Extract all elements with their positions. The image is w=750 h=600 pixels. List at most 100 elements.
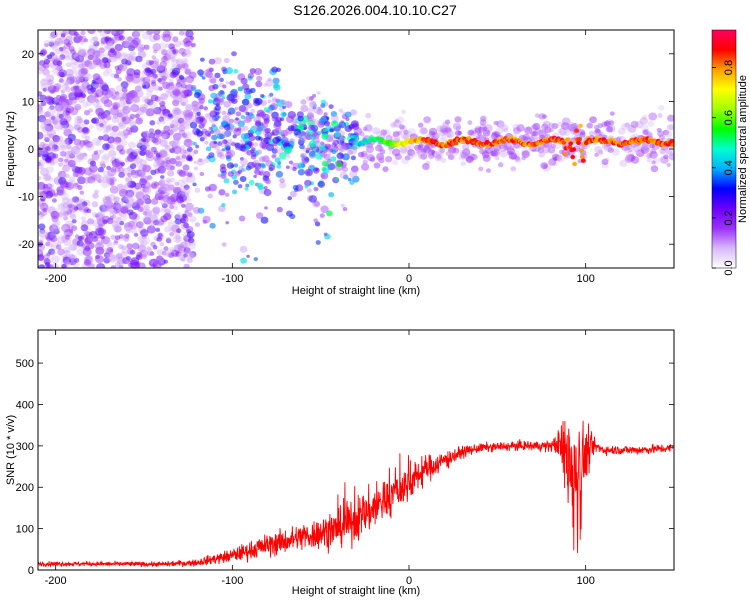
spectrogram-cell	[52, 213, 57, 218]
spectrogram-cell	[87, 48, 96, 56]
spectrogram-cell	[90, 174, 98, 181]
spectrogram-cell	[399, 146, 408, 154]
spectrogram-cell	[40, 119, 47, 125]
spectrogram-cell	[220, 172, 225, 177]
spectrogram-cell	[262, 155, 270, 163]
spectrogram-cell	[115, 52, 125, 61]
spectrogram-cell	[50, 211, 60, 220]
spectrogram-cell	[100, 96, 109, 104]
spectrogram-cell	[112, 30, 121, 35]
spectrogram-cell	[328, 192, 335, 198]
spectrogram-cell	[444, 119, 451, 125]
spectrogram-cell	[80, 78, 85, 83]
spectrogram-cell	[134, 89, 144, 98]
spectrogram-cell	[53, 97, 60, 103]
spectrogram-cell	[170, 124, 179, 132]
spectrogram-cell	[112, 202, 122, 211]
x-tick-label: -100	[221, 273, 243, 285]
spectrogram-cell	[271, 148, 278, 154]
spectrogram-cell	[330, 114, 339, 122]
spectrogram-cell	[49, 105, 55, 110]
spectrogram-cell	[313, 167, 318, 172]
spectrogram-cell	[376, 152, 385, 161]
spectrogram-cell	[273, 121, 282, 130]
spectrogram-cell	[57, 248, 65, 256]
spectrogram-cell	[444, 127, 452, 133]
spectrogram-cell	[47, 206, 56, 214]
spectrogram-cell	[601, 158, 609, 165]
spectrogram-cell	[542, 114, 547, 119]
spectrogram-cell	[475, 127, 481, 133]
spectrogram-cell	[125, 99, 132, 105]
spectrogram-cell	[138, 168, 144, 174]
spectrogram-cell	[78, 63, 85, 69]
spectrogram-cell	[253, 174, 257, 178]
spectrogram-cell	[95, 254, 101, 260]
spectrogram-cell	[75, 80, 80, 85]
spectrogram-cell	[139, 240, 145, 246]
spectrogram-cell	[526, 126, 532, 131]
spectrogram-cell	[146, 250, 153, 256]
spectrogram-cell	[38, 203, 43, 210]
spectrogram-cell	[99, 122, 104, 127]
spectrogram-cell	[162, 194, 170, 203]
spectrogram-cell	[320, 205, 329, 214]
spectrogram-cell	[149, 259, 155, 264]
spectrogram-cell	[93, 40, 100, 47]
spectrogram-cell	[313, 201, 320, 207]
spectrogram-cell	[162, 183, 171, 191]
spectrogram-x-ticks: -200 -100 0 100	[45, 30, 595, 285]
spectrogram-cell	[121, 92, 129, 100]
spectrogram-cell	[111, 159, 121, 168]
spectrogram-cell	[172, 49, 177, 54]
spectrogram-cell	[110, 177, 117, 183]
spectrogram-cell	[150, 107, 157, 114]
spectrogram-cell	[143, 103, 149, 108]
spectrogram-cell	[54, 65, 59, 70]
spectrogram-cell	[439, 125, 448, 133]
spectrogram-cell	[38, 161, 42, 166]
spectrogram-cell	[46, 79, 53, 86]
spectrogram-cell	[514, 155, 520, 161]
spectrogram-cell	[263, 117, 270, 124]
spectrogram-cell	[52, 119, 59, 125]
spectrogram-cell	[95, 174, 105, 183]
spectrogram-cell	[407, 149, 415, 157]
spectrogram-cell	[169, 204, 175, 210]
spectrogram-cell	[109, 47, 116, 54]
spectrogram-cell	[260, 94, 265, 98]
spectrogram-cell	[382, 129, 391, 137]
spectrogram-cell	[42, 173, 52, 182]
spectrogram-cell	[40, 123, 47, 130]
spectrogram-cell	[184, 125, 190, 130]
spectrogram-cell	[270, 131, 275, 136]
spectrogram-cell	[38, 200, 42, 206]
spectrogram-cell	[173, 187, 178, 192]
spectrogram-cell	[286, 115, 294, 124]
spectrogram-cell	[474, 126, 483, 134]
spectrogram-cell	[50, 116, 56, 121]
spectrogram-cell	[436, 125, 445, 133]
spectrogram-cell	[62, 101, 68, 106]
spectrogram-cell	[64, 82, 69, 87]
spectrogram-cell	[66, 144, 72, 150]
spectrogram-cell	[181, 63, 189, 70]
spectrogram-cell	[180, 121, 188, 128]
spectrogram-cell	[499, 144, 504, 149]
spectrogram-cell	[235, 117, 239, 121]
spectrogram-cell	[102, 195, 112, 204]
spectrogram-cell	[166, 196, 176, 205]
spectrogram-cell	[113, 239, 119, 244]
spectrogram-cell	[139, 106, 147, 113]
spectrogram-cell	[326, 210, 333, 217]
spectrogram-cell	[125, 127, 131, 132]
spectrogram-cell	[67, 133, 76, 142]
spectrogram-cell	[121, 87, 128, 93]
snr-x-label: Height of straight line (km)	[292, 585, 420, 597]
spectrogram-cell	[508, 152, 518, 160]
spectrogram-cell	[119, 30, 126, 36]
spectrogram-cell	[480, 125, 489, 133]
spectrogram-cell	[221, 148, 226, 152]
spectrogram-cell	[119, 245, 125, 250]
spectrogram-cell	[39, 196, 46, 202]
